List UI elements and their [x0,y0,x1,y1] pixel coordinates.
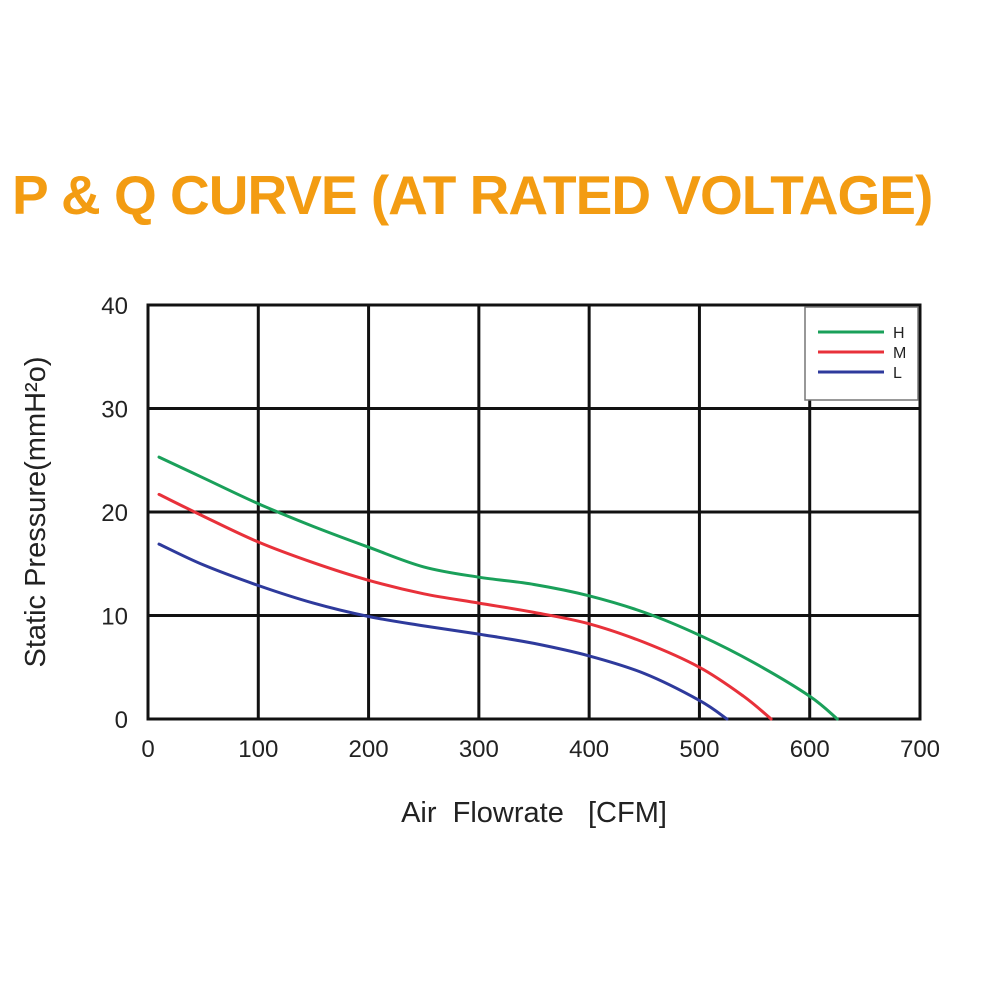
legend-label-H: H [893,325,905,342]
x-tick-label: 700 [900,736,940,763]
grid [146,303,922,721]
plot-frame [146,303,922,721]
x-tick-label: 400 [569,736,609,763]
legend-label-L: L [893,365,902,382]
x-tick-label: 600 [790,736,830,763]
x-tick-label: 200 [349,736,389,763]
y-tick-label: 40 [101,293,128,320]
tick-labels: 0 100 200 300 400 500 600 700 0 10 20 30 40 [101,293,940,763]
x-axis-label: Air Flowrate [CFM] [401,797,667,829]
chart-title: P & Q CURVE (AT RATED VOLTAGE) [12,164,933,226]
x-tick-label: 100 [238,736,278,763]
x-tick-label: 300 [459,736,499,763]
series-lines [157,455,839,721]
y-tick-label: 10 [101,604,128,631]
series-line-M [157,492,773,721]
x-tick-label: 500 [679,736,719,763]
legend: HML [804,306,919,401]
series-line-H [157,455,839,721]
y-tick-label: 30 [101,397,128,424]
y-tick-label: 20 [101,500,128,527]
y-axis-label: Static Pressure(mmH²o) [20,357,52,668]
series-line-L [157,542,729,721]
y-tick-label: 0 [115,707,128,734]
x-tick-label: 0 [141,736,154,763]
legend-label-M: M [893,345,906,362]
